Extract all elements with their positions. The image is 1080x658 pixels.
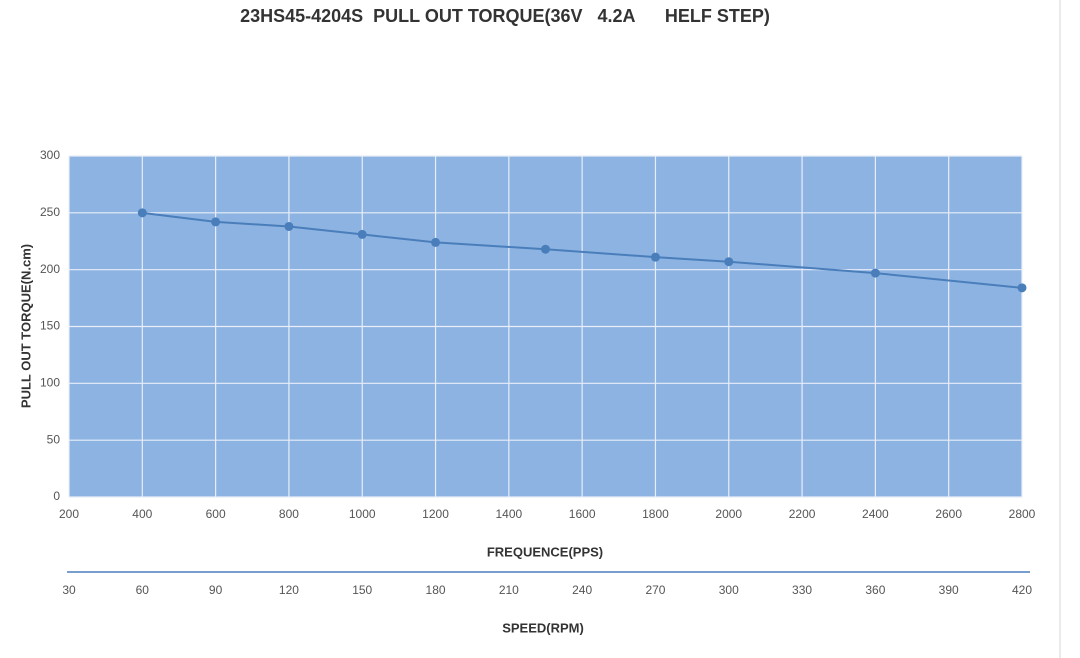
y-tick-label: 200 (40, 262, 60, 276)
x-tick-label: 2200 (789, 507, 816, 521)
x-tick-label: 2400 (862, 507, 889, 521)
data-point (724, 257, 734, 267)
data-point (284, 221, 294, 231)
y-tick-label: 50 (47, 432, 61, 446)
x-tick-label: 1000 (349, 507, 376, 521)
x-tick-label: 2800 (1009, 507, 1036, 521)
x2-tick-label: 240 (572, 583, 592, 597)
x2-tick-label: 60 (136, 583, 150, 597)
chart-title: 23HS45-4204S PULL OUT TORQUE(36V 4.2A HE… (240, 6, 770, 26)
data-point (1017, 283, 1027, 293)
x-tick-label: 2600 (935, 507, 962, 521)
x2-axis-title: SPEED(RPM) (502, 620, 584, 635)
x-tick-label: 200 (59, 507, 79, 521)
x-tick-label: 1800 (642, 507, 669, 521)
data-point (541, 244, 550, 254)
x-tick-label: 1400 (495, 507, 522, 521)
x-tick-label: 2000 (715, 507, 742, 521)
x2-tick-label: 210 (499, 583, 519, 597)
x-axis-title: FREQUENCE(PPS) (487, 544, 603, 559)
x2-tick-label: 90 (209, 583, 223, 597)
y-tick-label: 0 (53, 489, 60, 503)
x-tick-label: 1200 (422, 507, 449, 521)
x2-tick-label: 120 (279, 583, 299, 597)
data-point (870, 268, 880, 278)
data-point (650, 252, 660, 262)
data-point (357, 229, 367, 239)
data-point (431, 237, 441, 247)
x2-tick-label: 390 (939, 583, 959, 597)
y-tick-label: 100 (40, 376, 60, 390)
y-tick-label: 250 (40, 205, 60, 219)
x2-tick-label: 330 (792, 583, 812, 597)
y-tick-label: 300 (40, 148, 60, 162)
data-point (137, 208, 147, 218)
x2-tick-label: 180 (426, 583, 446, 597)
series-line (142, 211, 1023, 289)
x2-tick-label: 150 (352, 583, 372, 597)
x2-tick-label: 420 (1012, 583, 1032, 597)
x-tick-label: 400 (132, 507, 152, 521)
x2-tick-label: 300 (719, 583, 739, 597)
y-tick-label: 150 (40, 319, 60, 333)
x-tick-label: 1600 (569, 507, 596, 521)
x2-tick-label: 270 (645, 583, 665, 597)
x2-tick-label: 30 (62, 583, 76, 597)
data-point (211, 217, 221, 227)
y-axis-title: PULL OUT TORQUE(N.cm) (18, 244, 33, 408)
x-tick-label: 600 (206, 507, 226, 521)
x-tick-label: 800 (279, 507, 299, 521)
x2-tick-label: 360 (865, 583, 885, 597)
